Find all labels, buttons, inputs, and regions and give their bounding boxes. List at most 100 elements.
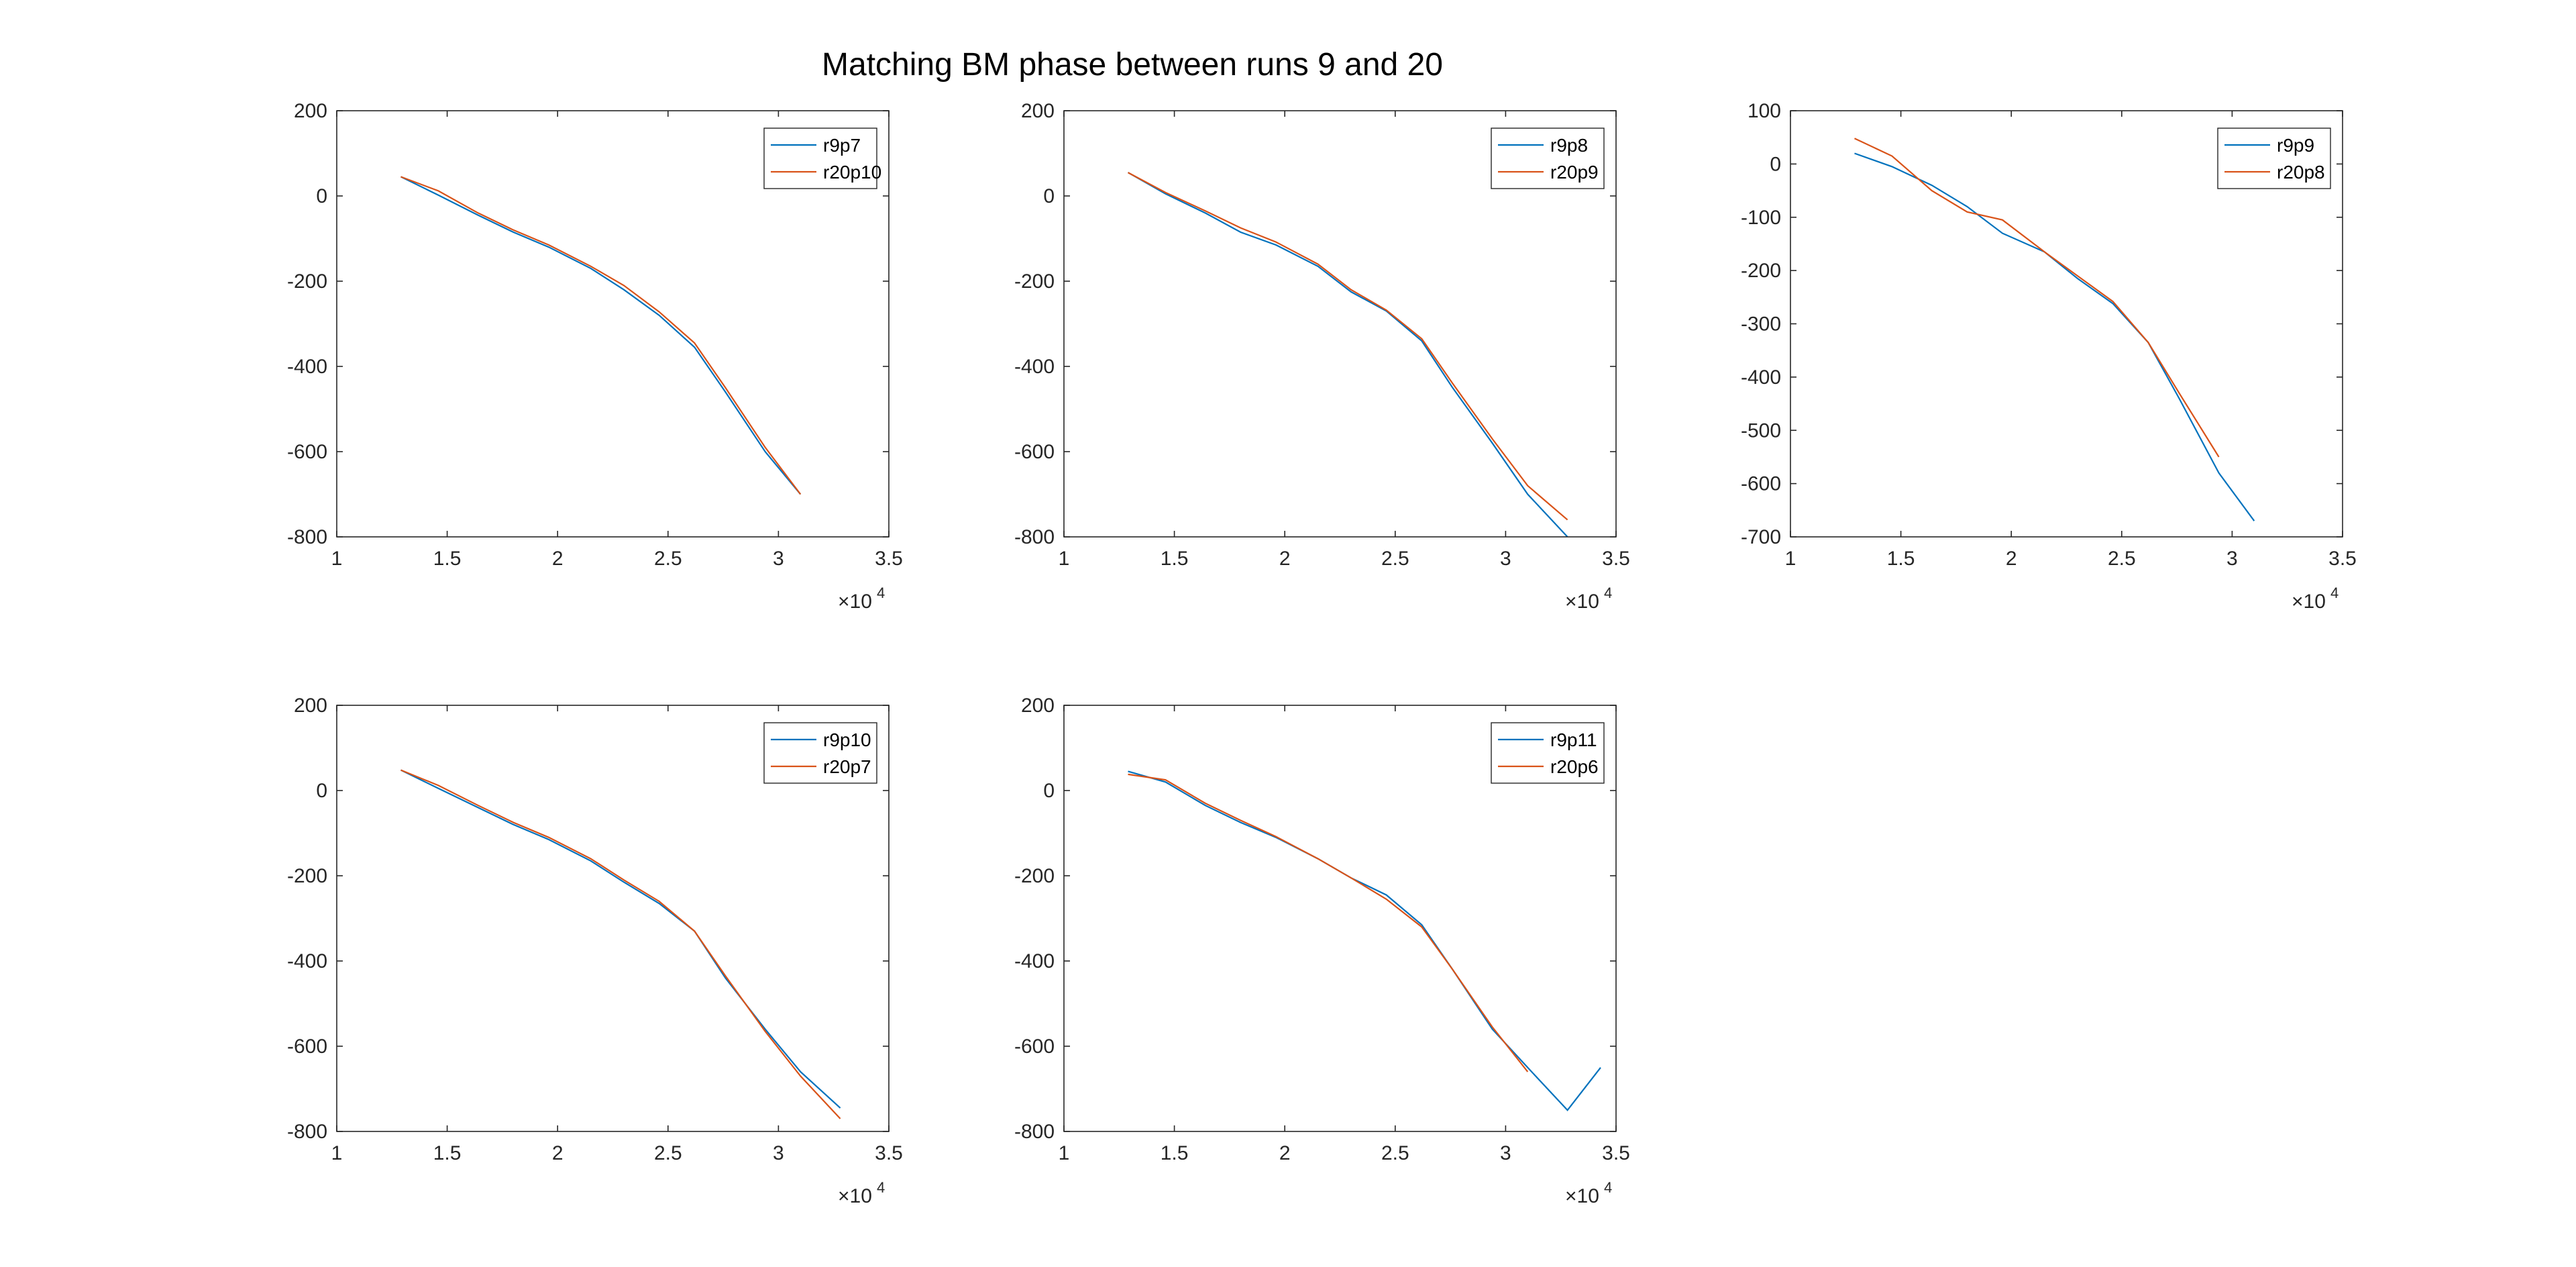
x-exponent-label: ×10 bbox=[1565, 591, 1599, 613]
y-tick-label: -200 bbox=[1014, 865, 1055, 887]
x-tick-label: 3.5 bbox=[2328, 548, 2357, 570]
y-tick-label: -800 bbox=[287, 1121, 327, 1143]
y-tick-label: 100 bbox=[1748, 100, 1781, 122]
series-line-r20p9 bbox=[1127, 172, 1568, 521]
series-line-r20p7 bbox=[400, 769, 841, 1119]
y-tick-label: -600 bbox=[287, 1035, 327, 1058]
series-line-r9p7 bbox=[400, 176, 802, 495]
x-tick-label: 2.5 bbox=[1381, 548, 1409, 570]
x-exponent-power: 4 bbox=[2330, 585, 2339, 601]
series-line-r9p10 bbox=[400, 769, 841, 1109]
y-tick-label: 200 bbox=[294, 695, 327, 717]
y-tick-label: -200 bbox=[287, 270, 327, 293]
x-tick-label: 3.5 bbox=[875, 1142, 903, 1164]
x-tick-label: 3.5 bbox=[1602, 548, 1630, 570]
legend: r9p9 r20p8 bbox=[2217, 128, 2331, 189]
series-line-r20p6 bbox=[1128, 773, 1529, 1072]
y-tick-label: 0 bbox=[1770, 153, 1781, 175]
legend-label-r9p11: r9p11 bbox=[1550, 729, 1597, 750]
x-tick-label: 2.5 bbox=[654, 1142, 682, 1164]
x-tick-label: 2.5 bbox=[2108, 548, 2136, 570]
y-tick-label: -600 bbox=[1014, 1035, 1055, 1058]
x-tick-label: 1 bbox=[1785, 548, 1796, 570]
x-tick-label: 3 bbox=[1500, 1142, 1511, 1164]
y-tick-label: -600 bbox=[1014, 441, 1055, 463]
y-tick-label: 200 bbox=[1021, 695, 1055, 717]
x-exponent-power: 4 bbox=[877, 1179, 885, 1196]
legend: r9p7 r20p10 bbox=[763, 128, 881, 189]
x-exponent-label: ×10 bbox=[838, 591, 872, 613]
axes-box bbox=[336, 110, 890, 538]
x-exponent-label: ×10 bbox=[838, 1185, 872, 1207]
subplot-3: 1 1.5 2 2.5 3 3.5 -700 -600 -500 -400 -300 -200 -100… bbox=[1741, 100, 2357, 613]
x-tick-label: 3.5 bbox=[875, 548, 903, 570]
x-tick-label: 3 bbox=[773, 548, 784, 570]
legend-box bbox=[763, 722, 877, 784]
figure-title: Matching BM phase between runs 9 and 20 bbox=[822, 47, 1443, 83]
legend-box bbox=[1491, 128, 1605, 189]
x-tick-label: 1 bbox=[331, 548, 343, 570]
x-tick-label: 2.5 bbox=[654, 548, 682, 570]
legend-label-r9p8: r9p8 bbox=[1550, 135, 1588, 156]
legend: r9p8 r20p9 bbox=[1491, 128, 1605, 189]
subplot-5: 1 1.5 2 2.5 3 3.5 -800 -600 -400 -200 0 200 ×10 4 r9p1… bbox=[1014, 695, 1630, 1207]
x-exponent-label: ×10 bbox=[1565, 1185, 1599, 1207]
y-tick-label: -100 bbox=[1741, 207, 1781, 229]
series-line-r20p10 bbox=[400, 176, 802, 495]
y-tick-label: -200 bbox=[287, 865, 327, 887]
y-tick-label: 0 bbox=[316, 780, 327, 802]
legend: r9p10 r20p7 bbox=[763, 722, 877, 784]
x-exponent-power: 4 bbox=[1604, 585, 1612, 601]
axes-box bbox=[336, 705, 890, 1132]
x-tick-label: 2 bbox=[1279, 1142, 1291, 1164]
y-tick-label: -800 bbox=[1014, 526, 1055, 548]
axes-box bbox=[1063, 110, 1617, 538]
x-tick-label: 2 bbox=[552, 1142, 564, 1164]
y-tick-label: -400 bbox=[1741, 366, 1781, 389]
y-tick-label: -600 bbox=[1741, 473, 1781, 495]
legend-label-r9p10: r9p10 bbox=[823, 729, 871, 750]
y-tick-label: -600 bbox=[287, 441, 327, 463]
x-tick-label: 1 bbox=[1059, 548, 1070, 570]
series-line-r9p9 bbox=[1854, 152, 2255, 521]
x-tick-label: 1.5 bbox=[433, 548, 462, 570]
x-tick-label: 3 bbox=[773, 1142, 784, 1164]
y-tick-label: 200 bbox=[294, 100, 327, 122]
y-tick-label: 0 bbox=[316, 185, 327, 207]
x-tick-label: 3.5 bbox=[1602, 1142, 1630, 1164]
legend-box bbox=[763, 128, 877, 189]
x-tick-label: 2 bbox=[1279, 548, 1291, 570]
y-tick-label: -400 bbox=[287, 950, 327, 972]
y-tick-label: -400 bbox=[1014, 950, 1055, 972]
x-tick-label: 2 bbox=[552, 548, 564, 570]
y-tick-label: -200 bbox=[1741, 260, 1781, 282]
y-tick-label: -500 bbox=[1741, 419, 1781, 442]
series-line-r9p8 bbox=[1127, 172, 1568, 537]
legend-box bbox=[1491, 722, 1605, 784]
x-tick-label: 2 bbox=[2006, 548, 2017, 570]
legend-label-r20p9: r20p9 bbox=[1550, 162, 1599, 183]
legend-label-r9p9: r9p9 bbox=[2277, 135, 2314, 156]
y-tick-label: -400 bbox=[1014, 356, 1055, 378]
subplot-4: 1 1.5 2 2.5 3 3.5 -800 -600 -400 -200 0 200 ×10 4 r9p1… bbox=[287, 695, 903, 1207]
series-line-r20p8 bbox=[1854, 138, 2220, 458]
legend-label-r9p7: r9p7 bbox=[823, 135, 861, 156]
y-tick-label: 0 bbox=[1043, 185, 1055, 207]
legend-label-r20p10: r20p10 bbox=[823, 162, 881, 183]
x-tick-label: 1.5 bbox=[1161, 548, 1189, 570]
x-tick-label: 1.5 bbox=[1161, 1142, 1189, 1164]
y-tick-label: -300 bbox=[1741, 313, 1781, 336]
x-tick-label: 3 bbox=[2226, 548, 2238, 570]
x-tick-label: 3 bbox=[1500, 548, 1511, 570]
legend-box bbox=[2217, 128, 2331, 189]
legend-label-r20p6: r20p6 bbox=[1550, 756, 1599, 777]
legend-label-r20p8: r20p8 bbox=[2277, 162, 2325, 183]
y-tick-label: -400 bbox=[287, 356, 327, 378]
x-tick-label: 1 bbox=[1059, 1142, 1070, 1164]
x-tick-label: 1.5 bbox=[1887, 548, 1915, 570]
x-exponent-power: 4 bbox=[1604, 1179, 1612, 1196]
axes-box bbox=[1063, 705, 1617, 1132]
x-tick-label: 2.5 bbox=[1381, 1142, 1409, 1164]
subplot-2: 1 1.5 2 2.5 3 3.5 -800 -600 -400 -200 0 200 ×10 4 r9p8… bbox=[1014, 100, 1630, 613]
x-tick-label: 1 bbox=[331, 1142, 343, 1164]
